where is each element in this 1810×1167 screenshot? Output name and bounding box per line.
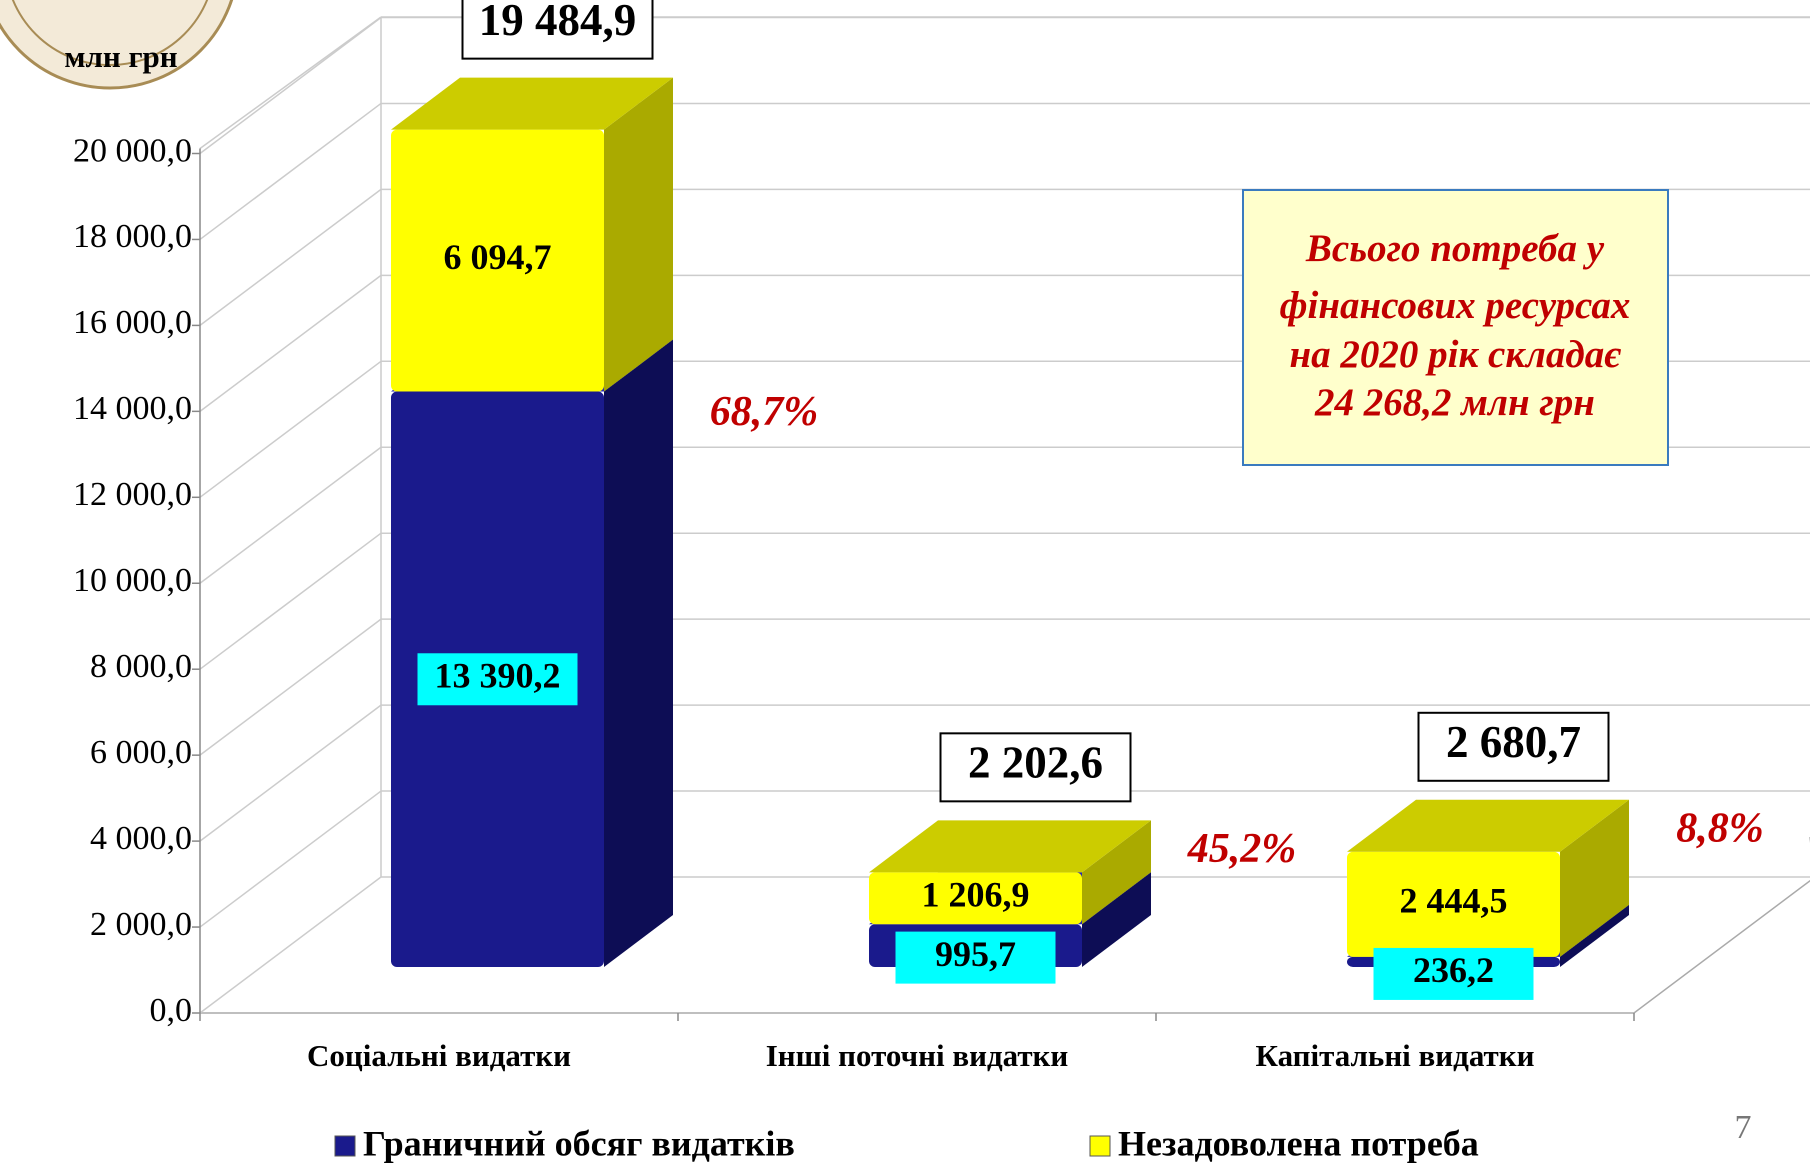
- bar-top: [1347, 799, 1629, 852]
- y-tick-label: 14 000,0: [73, 390, 192, 427]
- bar: [391, 129, 604, 392]
- bar-top: [869, 820, 1151, 873]
- grid-line: [199, 704, 382, 842]
- note-text: Всього потреба у: [1305, 227, 1605, 270]
- note-text: 24 268,2 млн грн: [1314, 381, 1595, 424]
- y-tick-label: 4 000,0: [90, 820, 192, 857]
- logo: [0, 0, 234, 90]
- bar-side: [1082, 820, 1151, 925]
- grid-line: [199, 446, 382, 584]
- y-tick-label: 16 000,0: [73, 304, 192, 341]
- share-label: 8,8%: [1676, 805, 1764, 851]
- total-box: [939, 732, 1132, 803]
- y-tick-label: 20 000,0: [73, 132, 192, 169]
- bar-side: [604, 339, 673, 967]
- share-label: 68,7%: [710, 389, 819, 435]
- value-label: 6 094,7: [444, 237, 552, 277]
- value-label-bg: [1373, 947, 1534, 1000]
- y-tick-label: 10 000,0: [73, 562, 192, 599]
- total-label: 19 484,9: [479, 0, 637, 45]
- wall-edge: [199, 16, 382, 150]
- value-label: 995,7: [935, 934, 1016, 974]
- grid-line: [199, 188, 382, 326]
- legend-label: Незадоволена потреба: [1118, 1123, 1479, 1163]
- value-label-bg: [417, 653, 578, 706]
- total-box: [1417, 711, 1610, 782]
- y-tick-label: 12 000,0: [73, 476, 192, 513]
- bar-side: [1560, 799, 1629, 957]
- unit-label: млн грн: [64, 39, 177, 74]
- bar-top: [391, 77, 673, 130]
- share-label: 45,2%: [1187, 826, 1297, 872]
- note-box: [1242, 189, 1669, 466]
- y-tick-label: 0,0: [150, 992, 193, 1029]
- x-tick-label: Інші поточні видатки: [766, 1038, 1069, 1073]
- grid-line: [199, 618, 382, 756]
- value-label: 13 390,2: [435, 656, 561, 696]
- bar-side: [604, 77, 673, 392]
- bar-side: [1560, 904, 1629, 967]
- floor-edge: [200, 837, 1810, 1014]
- grid-line: [199, 274, 382, 412]
- bar-side: [1082, 872, 1151, 967]
- note-text: фінансових ресурсах: [1280, 284, 1631, 327]
- grid-line: [199, 102, 382, 241]
- legend-swatch: [1089, 1135, 1111, 1157]
- y-tick-label: 18 000,0: [73, 218, 192, 255]
- grid-line: [199, 16, 382, 155]
- value-label-bg: [895, 931, 1056, 984]
- note-text: на 2020 рік складає: [1290, 333, 1622, 376]
- value-label: 2 444,5: [1400, 881, 1508, 921]
- legend-label: Граничний обсяг видатків: [363, 1123, 795, 1163]
- total-label: 2 680,7: [1446, 717, 1581, 767]
- x-tick-label: Капітальні видатки: [1256, 1038, 1535, 1073]
- y-tick-label: 6 000,0: [90, 734, 192, 771]
- value-label: 236,2: [1413, 950, 1494, 990]
- grid-line: [199, 360, 382, 498]
- legend-swatch: [334, 1135, 356, 1157]
- bar: [1347, 851, 1560, 957]
- y-tick-label: 8 000,0: [90, 648, 192, 685]
- grid-line: [199, 876, 382, 1014]
- total-label: 2 202,6: [968, 738, 1103, 788]
- grid-line: [199, 790, 382, 928]
- x-tick-label: Соціальні видатки: [307, 1038, 571, 1073]
- page-number: 7: [1735, 1109, 1752, 1146]
- grid-line: [199, 532, 382, 670]
- y-tick-label: 2 000,0: [90, 906, 192, 943]
- value-label: 1 206,9: [922, 875, 1030, 915]
- total-box: [461, 0, 654, 60]
- bar: [869, 872, 1082, 925]
